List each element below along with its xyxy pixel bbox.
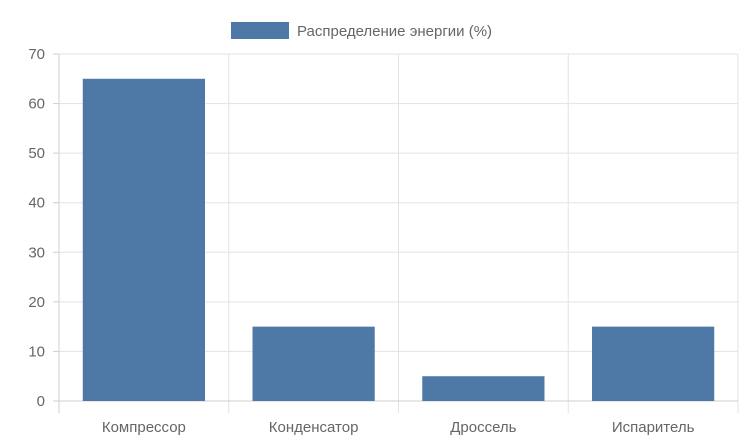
x-tick-label: Компрессор	[102, 419, 186, 436]
y-tick-label: 20	[28, 294, 45, 311]
x-tick-label: Дроссель	[450, 419, 516, 436]
legend: Распределение энергии (%)	[231, 22, 492, 40]
legend-swatch	[231, 22, 289, 39]
bar	[252, 326, 375, 401]
legend-label: Распределение энергии (%)	[297, 23, 492, 40]
tick-labels: 0 10 20 30 40 50 60 70 Компрессор Конденсатор Дрос…	[28, 46, 694, 436]
y-tick-label: 70	[28, 46, 45, 63]
bar	[592, 326, 715, 401]
bar	[422, 376, 545, 401]
bars	[82, 78, 715, 402]
y-tick-label: 0	[37, 393, 45, 410]
x-tick-label: Испаритель	[612, 419, 695, 436]
bar	[82, 78, 205, 402]
y-tick-label: 40	[28, 195, 45, 212]
y-tick-label: 10	[28, 343, 45, 360]
y-tick-label: 50	[28, 145, 45, 162]
x-tick-label: Конденсатор	[269, 419, 359, 436]
y-tick-label: 60	[28, 96, 45, 113]
y-tick-label: 30	[28, 244, 45, 261]
